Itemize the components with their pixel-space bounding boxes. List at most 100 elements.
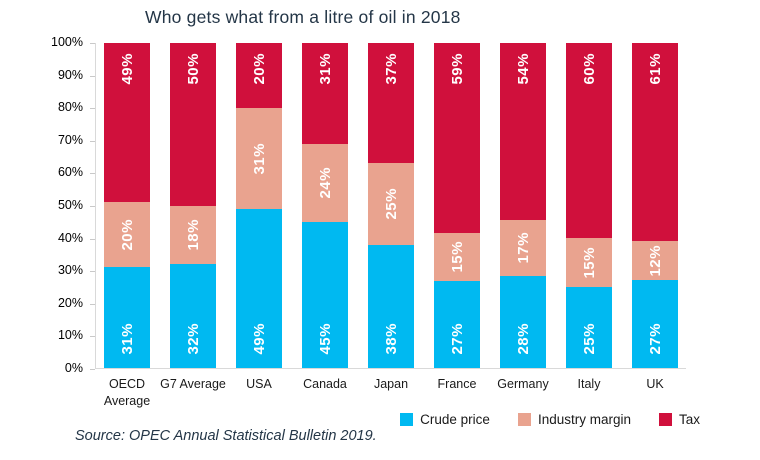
source-note: Source: OPEC Annual Statistical Bulletin… [75, 428, 377, 444]
bar-stack: 60% 15% 25% Italy [566, 43, 612, 391]
x-axis-category-label: Canada [303, 377, 347, 391]
bar-segment-value-label: 49% [118, 53, 136, 85]
bar-segment-value-label: 20% [250, 53, 268, 85]
y-axis-tick-label: 60% [57, 165, 83, 180]
legend-item-industry-margin: Industry margin [517, 412, 631, 427]
y-axis-tick-label: 40% [57, 230, 83, 245]
y-axis-tick-mark [90, 43, 95, 44]
legend: Crude price Industry margin Tax [400, 412, 700, 427]
legend-label: Crude price [420, 412, 490, 427]
bar-segment-tax: 20% [236, 43, 282, 108]
bar-segment-value-label: 31% [118, 323, 136, 355]
y-axis: 0% 10% 20% 30% 40% 50% 60% 70% 80% 90% 100% [0, 35, 95, 375]
chart-title: Who gets what from a litre of oil in 201… [145, 7, 461, 27]
y-axis-tick-mark [90, 140, 95, 142]
bar-segment-crude-price: 31% [104, 267, 150, 368]
bar-segment-value-label: 31% [250, 142, 268, 175]
bar-stack: 49% 20% 31% OECD Average [104, 43, 150, 408]
bar-segment-value-label: 37% [382, 53, 400, 85]
bar-segment-tax: 49% [104, 43, 150, 203]
bar-stack: 54% 17% 28% Germany [497, 43, 549, 391]
x-axis-category-label: Germany [497, 377, 549, 391]
bar-segment-industry-margin: 31% [236, 108, 282, 209]
legend-label: Industry margin [537, 412, 631, 427]
bar-segment-value-label: 38% [382, 323, 400, 355]
bar-segment-industry-margin: 15% [566, 238, 612, 287]
x-axis-category-label: Japan [373, 377, 409, 391]
bar-segment-tax: 59% [434, 43, 480, 233]
y-axis-tick-mark [90, 336, 95, 338]
bar-segment-value-label: 25% [382, 188, 400, 220]
bar-segment-value-label: 18% [184, 218, 202, 251]
legend-item-tax: Tax [658, 412, 700, 427]
y-axis-tick-label: 30% [57, 263, 83, 278]
y-axis-tick-label: 100% [51, 35, 83, 49]
bar-segment-tax: 60% [566, 43, 612, 238]
bar-segment-industry-margin: 18% [170, 205, 216, 264]
bar-segment-value-label: 27% [646, 323, 664, 355]
legend-swatch-icon [658, 413, 672, 426]
legend-swatch-icon [400, 413, 414, 426]
bar-stack: 50% 18% 32% G7 Average [160, 43, 226, 391]
y-axis-tick-label: 20% [57, 295, 83, 310]
bar-segment-industry-margin: 20% [104, 202, 150, 268]
bar-segment-value-label: 25% [580, 323, 598, 355]
bar-segment-industry-margin: 15% [434, 232, 480, 282]
bar-segment-value-label: 32% [184, 323, 202, 355]
bar-segment-tax: 50% [170, 43, 216, 206]
y-axis-tick-mark [90, 303, 95, 305]
bar-segment-industry-margin: 24% [302, 143, 348, 222]
bar-segment-value-label: 28% [514, 323, 532, 355]
bar-segment-value-label: 45% [316, 323, 334, 355]
bar-segment-tax: 54% [500, 43, 546, 221]
legend-swatch-icon [517, 413, 531, 426]
bar-segment-value-label: 54% [514, 53, 532, 85]
bar-segment-crude-price: 27% [632, 280, 678, 368]
y-axis-tick-mark [90, 206, 95, 207]
bar-segment-crude-price: 38% [368, 244, 414, 368]
legend-label: Tax [678, 412, 700, 427]
y-axis-tick-mark [90, 271, 95, 273]
bar-segment-crude-price: 27% [434, 281, 480, 368]
bar-segment-tax: 31% [302, 43, 348, 144]
y-axis-tick-label: 0% [64, 361, 83, 375]
legend-item-crude-price: Crude price [400, 412, 490, 427]
y-axis-tick-label: 80% [57, 100, 83, 115]
bar-segment-crude-price: 49% [236, 208, 282, 368]
plot-area: 49% 20% 31% OECD Average 50% 18% 32% G7 Average… [95, 43, 686, 408]
bar-segment-value-label: 50% [184, 53, 202, 85]
bar-segment-crude-price: 32% [170, 264, 216, 368]
y-axis-tick-mark [90, 238, 95, 240]
y-axis-tick-label: 90% [57, 67, 83, 82]
bar-stack: 37% 25% 38% Japan [368, 43, 414, 391]
bar-segment-value-label: 17% [514, 232, 532, 264]
y-axis-tick-mark [90, 75, 95, 77]
bar-segment-value-label: 31% [316, 53, 334, 85]
x-axis-category-label: USA [246, 377, 272, 391]
bar-segment-industry-margin: 12% [632, 241, 678, 281]
bar-segment-tax: 61% [632, 43, 678, 242]
bar-segment-crude-price: 45% [302, 221, 348, 368]
bar-segment-value-label: 12% [646, 244, 664, 277]
bar-segment-crude-price: 28% [500, 276, 546, 368]
bar-segment-value-label: 20% [118, 218, 136, 251]
bar-stack: 20% 31% 49% USA [236, 43, 282, 391]
y-axis-tick-label: 10% [57, 328, 83, 343]
x-axis-category-label: G7 Average [160, 377, 226, 391]
bar-segment-value-label: 27% [448, 323, 466, 355]
bar-segment-value-label: 24% [316, 166, 334, 199]
bar-stack: 61% 12% 27% UK [632, 43, 678, 391]
bar-segment-value-label: 61% [646, 53, 664, 85]
bar-segment-value-label: 49% [250, 323, 268, 355]
bar-stack: 59% 15% 27% France [434, 43, 480, 391]
bar-segment-industry-margin: 25% [368, 163, 414, 245]
bar-segment-value-label: 15% [448, 241, 466, 273]
y-axis-tick-mark [90, 173, 95, 175]
bar-segment-value-label: 59% [448, 53, 466, 85]
y-axis-tick-mark [90, 108, 95, 110]
x-axis-category-label: UK [646, 377, 664, 391]
bar-segment-crude-price: 25% [566, 286, 612, 368]
y-axis-tick-mark [90, 369, 95, 370]
bar-segment-tax: 37% [368, 43, 414, 164]
